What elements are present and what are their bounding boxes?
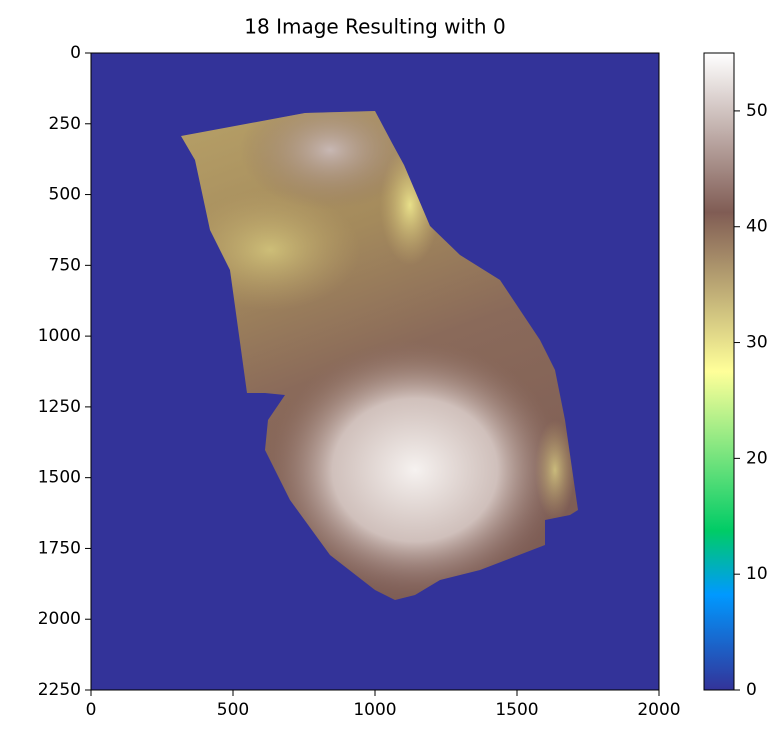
y-tick-label: 1000 [38, 326, 81, 346]
x-tick-label: 1500 [495, 700, 538, 720]
y-tick-label: 1500 [38, 468, 81, 488]
x-tick-label: 500 [217, 700, 249, 720]
x-tick-label: 2000 [637, 700, 680, 720]
y-tick-label: 0 [70, 43, 81, 63]
colorbar-tick-label: 50 [746, 101, 768, 121]
colorbar-tick-label: 10 [746, 564, 768, 584]
colorbar [703, 52, 735, 691]
y-tick-label: 500 [49, 185, 81, 205]
colorbar-tick-label: 40 [746, 217, 768, 237]
colorbar-tick-label: 20 [746, 448, 768, 468]
y-tick-label: 1250 [38, 397, 81, 417]
colorbar-tick-label: 30 [746, 333, 768, 353]
colorbar-tick-label: 0 [746, 680, 757, 700]
y-tick-label: 1750 [38, 538, 81, 558]
x-tick-label: 0 [86, 700, 97, 720]
y-tick-label: 750 [49, 255, 81, 275]
y-tick-label: 2250 [38, 680, 81, 700]
y-tick-label: 250 [49, 114, 81, 134]
chart-title: 18 Image Resulting with 0 [244, 15, 505, 39]
y-tick-label: 2000 [38, 609, 81, 629]
x-tick-label: 1000 [353, 700, 396, 720]
